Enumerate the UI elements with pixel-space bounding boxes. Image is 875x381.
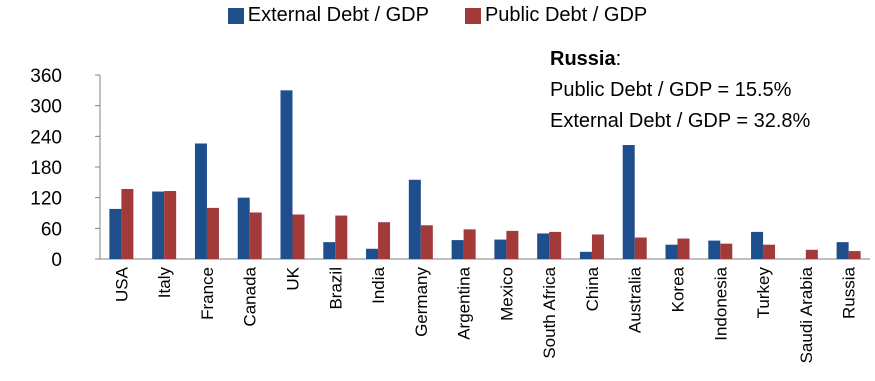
bar-external-debt bbox=[109, 209, 121, 259]
bar-external-debt bbox=[494, 240, 506, 259]
bar-public-debt bbox=[121, 189, 133, 259]
y-tick-label: 60 bbox=[41, 219, 62, 240]
x-tick-label: UK bbox=[284, 266, 303, 290]
bar-public-debt bbox=[464, 229, 476, 259]
x-tick-label: Australia bbox=[626, 266, 645, 333]
bar-external-debt bbox=[537, 233, 549, 259]
bar-public-debt bbox=[207, 208, 219, 259]
bar-public-debt bbox=[549, 232, 561, 259]
bar-external-debt bbox=[366, 249, 378, 259]
x-tick-label: China bbox=[583, 266, 602, 311]
x-tick-label: Mexico bbox=[497, 267, 516, 321]
y-tick-label: 180 bbox=[30, 158, 62, 179]
bar-public-debt bbox=[421, 225, 433, 259]
x-tick-label: Italy bbox=[155, 267, 174, 299]
x-tick-label: Indonesia bbox=[711, 266, 730, 340]
bar-public-debt bbox=[378, 222, 390, 259]
bar-external-debt bbox=[751, 232, 763, 259]
bar-public-debt bbox=[335, 216, 347, 259]
bar-external-debt bbox=[837, 242, 849, 259]
bar-public-debt bbox=[592, 234, 604, 259]
x-tick-label: Turkey bbox=[754, 267, 773, 319]
bar-external-debt bbox=[152, 192, 164, 259]
bar-public-debt bbox=[293, 215, 305, 259]
bar-external-debt bbox=[238, 198, 250, 259]
bar-public-debt bbox=[763, 245, 775, 259]
y-tick-label: 300 bbox=[30, 97, 62, 118]
x-tick-label: Saudi Arabia bbox=[797, 266, 816, 363]
bar-public-debt bbox=[635, 238, 647, 259]
x-tick-label: Canada bbox=[241, 266, 260, 326]
bar-public-debt bbox=[164, 191, 176, 259]
y-tick-label: 240 bbox=[30, 127, 62, 148]
x-tick-label: France bbox=[198, 267, 217, 320]
y-tick-label: 360 bbox=[30, 66, 62, 87]
bar-public-debt bbox=[806, 250, 818, 259]
bar-external-debt bbox=[452, 240, 464, 259]
y-tick-label: 120 bbox=[30, 189, 62, 210]
bar-external-debt bbox=[281, 90, 293, 259]
x-tick-label: Brazil bbox=[326, 267, 345, 310]
bar-external-debt bbox=[580, 252, 592, 259]
bar-external-debt bbox=[195, 143, 207, 259]
bar-public-debt bbox=[720, 244, 732, 259]
bar-public-debt bbox=[250, 212, 262, 259]
x-tick-label: Russia bbox=[840, 266, 859, 319]
bar-external-debt bbox=[708, 241, 720, 259]
bar-public-debt bbox=[849, 251, 861, 259]
bar-external-debt bbox=[666, 245, 678, 259]
y-tick-label: 0 bbox=[51, 250, 62, 271]
x-tick-label: Argentina bbox=[455, 266, 474, 339]
bar-external-debt bbox=[623, 145, 635, 259]
x-tick-label: USA bbox=[112, 266, 131, 302]
bar-public-debt bbox=[506, 231, 518, 259]
x-tick-label: Korea bbox=[669, 266, 688, 312]
bar-public-debt bbox=[678, 239, 690, 259]
bar-external-debt bbox=[323, 242, 335, 259]
x-tick-label: Germany bbox=[412, 267, 431, 337]
x-tick-label: India bbox=[369, 266, 388, 303]
x-tick-label: South Africa bbox=[540, 266, 559, 358]
bar-external-debt bbox=[409, 180, 421, 259]
